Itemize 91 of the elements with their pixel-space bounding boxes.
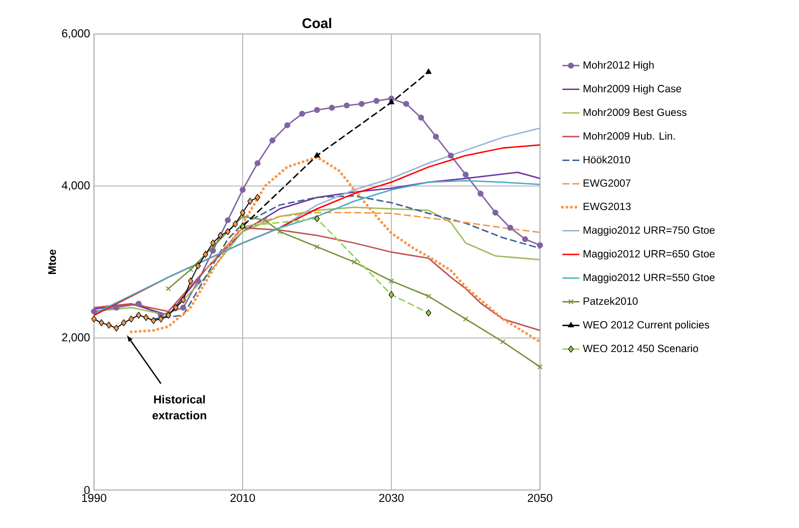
point [143, 314, 149, 321]
point [537, 242, 543, 248]
point [463, 316, 468, 322]
point [269, 137, 276, 144]
point [180, 304, 186, 311]
point [277, 228, 282, 234]
legend-label: WEO 2012 450 Scenario [582, 344, 698, 352]
point [188, 278, 194, 284]
point [210, 240, 216, 246]
point [188, 266, 194, 272]
legend-label: Patzek2010 [584, 297, 638, 305]
point [314, 152, 320, 158]
point [195, 278, 202, 284]
point [507, 224, 514, 231]
point [388, 98, 394, 104]
point [240, 214, 246, 220]
point [426, 309, 432, 316]
point [136, 312, 142, 319]
point [158, 316, 164, 322]
point [328, 104, 335, 111]
legend-label: Höök2010 [584, 156, 630, 164]
point [232, 220, 238, 228]
point [106, 322, 112, 329]
point [388, 278, 394, 284]
point [284, 122, 290, 128]
point [254, 160, 261, 166]
legend-label: Mohr2012 High [584, 60, 654, 71]
y-axis-title: Mtoe [48, 250, 56, 274]
point [432, 134, 439, 140]
point [388, 291, 394, 298]
point [224, 217, 231, 224]
point [210, 244, 216, 250]
legend-label: Maggio2012 URR=650 Gtoe [584, 250, 715, 260]
point [403, 100, 410, 107]
legend-label: Mohr2009 Hub. Lin. [584, 132, 675, 140]
legend-label: WEO 2012 Current policies [582, 320, 710, 331]
legend-label: EWG2013 [584, 202, 631, 210]
x-tick-label: 1990 [82, 494, 106, 502]
point [202, 250, 208, 258]
point [426, 294, 432, 299]
point [448, 152, 454, 159]
point [418, 114, 424, 121]
x-tick-label: 2010 [230, 494, 255, 502]
point [358, 100, 365, 107]
legend-label: Mohr2009 High Case [584, 84, 682, 94]
point [98, 319, 104, 326]
point [91, 308, 97, 314]
point [314, 215, 320, 222]
y-tick-label: 0 [84, 486, 90, 494]
point [150, 317, 156, 324]
point [425, 68, 432, 74]
point [314, 244, 320, 250]
point [173, 304, 178, 312]
x-tick-label: 2050 [528, 494, 552, 502]
legend-label: EWG2007 [584, 179, 631, 187]
point [352, 259, 357, 265]
point [195, 262, 201, 270]
point [136, 300, 142, 307]
point [314, 107, 320, 113]
legend-label: Mohr2009 Best Guess [584, 108, 686, 116]
x-tick-label: 2030 [379, 494, 404, 502]
point [373, 98, 380, 104]
point [478, 190, 484, 197]
point [247, 198, 253, 205]
point [210, 248, 216, 254]
point [262, 218, 268, 223]
point [254, 194, 260, 201]
point [128, 316, 134, 322]
annotation: Historical extraction [152, 395, 206, 420]
point [522, 236, 528, 242]
point [180, 296, 186, 304]
point [299, 110, 306, 117]
point [218, 232, 224, 239]
point [462, 172, 469, 178]
y-tick-label: 2,000 [62, 333, 90, 343]
point [240, 186, 246, 193]
y-tick-label: 4,000 [62, 181, 90, 191]
point [166, 312, 172, 319]
point [121, 319, 126, 326]
point [492, 210, 498, 216]
legend-label: Maggio2012 URR=750 Gtoe [584, 226, 715, 236]
legend-label: Maggio2012 URR=550 Gtoe [584, 273, 715, 284]
point [114, 324, 119, 332]
point [240, 209, 246, 216]
point [113, 304, 120, 311]
y-tick-label: 6,000 [62, 29, 90, 39]
chart-title: Coal [302, 18, 332, 28]
point [500, 339, 506, 344]
point [225, 228, 230, 236]
point [344, 102, 350, 108]
point [91, 316, 97, 322]
